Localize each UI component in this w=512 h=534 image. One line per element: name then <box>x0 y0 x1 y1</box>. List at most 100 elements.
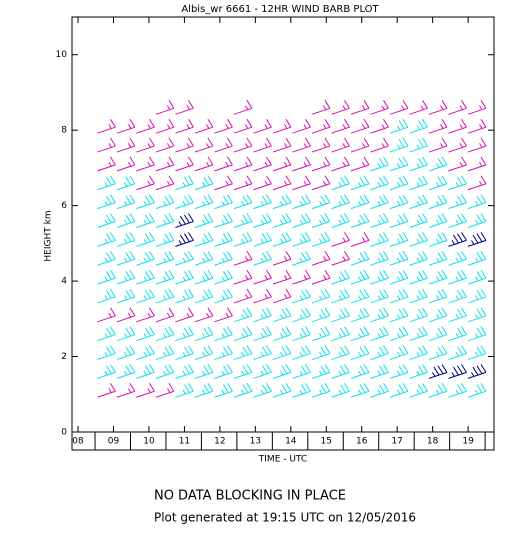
wind-barb <box>116 118 136 134</box>
wind-barb <box>350 232 370 247</box>
wind-barb <box>448 345 467 361</box>
wind-barb <box>428 307 448 323</box>
y-tick-label: 0 <box>61 428 67 438</box>
wind-barb <box>214 269 233 285</box>
wind-barb <box>233 269 253 285</box>
wind-barb <box>448 269 467 285</box>
wind-barb <box>350 137 370 153</box>
wind-barb <box>194 194 214 210</box>
wind-barb <box>292 175 311 191</box>
wind-barb <box>214 383 233 398</box>
wind-barb <box>389 213 409 228</box>
wind-barb <box>409 156 428 172</box>
wind-barb <box>428 364 448 379</box>
wind-barb <box>331 175 350 191</box>
wind-barb <box>311 118 331 134</box>
wind-barb <box>233 156 253 172</box>
wind-barb <box>116 250 136 266</box>
wind-barb <box>311 156 331 172</box>
wind-barb <box>467 250 487 266</box>
wind-barb <box>175 137 194 153</box>
wind-barb <box>389 345 409 361</box>
wind-barb <box>233 213 253 228</box>
wind-barb <box>272 232 292 247</box>
wind-barb <box>97 269 116 285</box>
wind-barb <box>467 288 487 304</box>
wind-barb <box>370 364 389 379</box>
x-axis-label: TIME - UTC <box>258 455 307 465</box>
wind-barb <box>116 213 136 228</box>
wind-barb <box>194 250 214 266</box>
wind-barb <box>116 383 136 398</box>
wind-barb <box>253 175 272 191</box>
x-tick-label: 11 <box>179 437 190 447</box>
wind-barb <box>116 364 136 379</box>
wind-barb <box>311 232 331 247</box>
wind-barb <box>136 118 155 134</box>
wind-barb <box>253 213 272 228</box>
x-tick-label: 10 <box>143 437 155 447</box>
wind-barb <box>409 100 428 115</box>
wind-barb <box>370 383 389 398</box>
wind-barb <box>428 383 448 398</box>
wind-barb <box>253 156 272 172</box>
wind-barb <box>136 307 155 323</box>
wind-barb <box>214 307 233 323</box>
wind-barb <box>233 383 253 398</box>
wind-barb <box>311 213 331 228</box>
wind-barb <box>331 288 350 304</box>
wind-barb <box>272 118 292 134</box>
wind-barb <box>311 345 331 361</box>
wind-barb <box>253 383 272 398</box>
wind-barb <box>97 137 116 153</box>
wind-barb <box>292 250 311 266</box>
wind-barb <box>272 175 292 191</box>
wind-barb <box>97 307 116 323</box>
wind-barb <box>214 118 233 134</box>
wind-barb <box>409 118 428 134</box>
wind-barb <box>370 137 389 153</box>
wind-barb <box>155 100 175 115</box>
wind-barb <box>409 383 428 398</box>
wind-barb <box>155 232 175 247</box>
y-tick-label: 6 <box>61 201 67 211</box>
wind-barb <box>136 345 155 361</box>
wind-barb <box>370 213 389 228</box>
wind-barb <box>272 307 292 323</box>
wind-barb <box>428 269 448 285</box>
wind-barb <box>292 213 311 228</box>
wind-barb <box>467 364 487 379</box>
wind-barb <box>214 364 233 379</box>
wind-barb <box>350 175 370 191</box>
wind-barb <box>136 156 155 172</box>
wind-barb <box>155 345 175 361</box>
wind-barb <box>428 345 448 361</box>
x-tick-label: 16 <box>356 437 368 447</box>
x-tick-label: 17 <box>391 437 402 447</box>
wind-barb <box>448 232 467 247</box>
wind-barb <box>448 156 467 172</box>
wind-barb <box>272 250 292 266</box>
wind-barb <box>253 232 272 247</box>
wind-barb <box>136 326 155 342</box>
wind-barb <box>155 156 175 172</box>
wind-barb <box>292 364 311 379</box>
wind-barb <box>370 194 389 210</box>
wind-barb <box>389 288 409 304</box>
wind-barb <box>448 250 467 266</box>
wind-barb <box>194 288 214 304</box>
wind-barb <box>389 250 409 266</box>
wind-barb <box>253 288 272 304</box>
wind-barb <box>409 194 428 210</box>
x-tick-label: 19 <box>462 437 474 447</box>
wind-barb <box>136 175 155 191</box>
wind-barb <box>233 118 253 134</box>
wind-barb <box>331 269 350 285</box>
wind-barb <box>116 156 136 172</box>
wind-barb <box>467 213 487 228</box>
wind-barb <box>233 250 253 266</box>
wind-barb <box>311 307 331 323</box>
wind-barb <box>97 156 116 172</box>
wind-barb <box>467 345 487 361</box>
